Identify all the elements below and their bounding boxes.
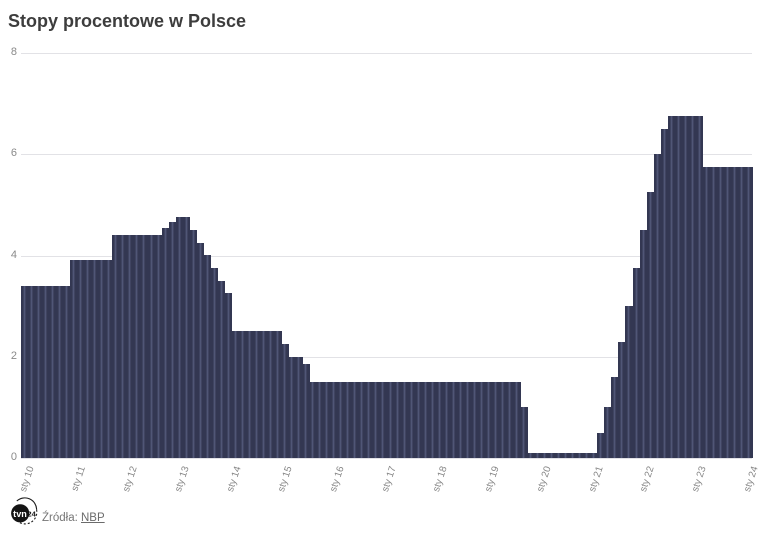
svg-text:24: 24: [27, 509, 36, 518]
svg-text:tvn: tvn: [13, 509, 27, 519]
